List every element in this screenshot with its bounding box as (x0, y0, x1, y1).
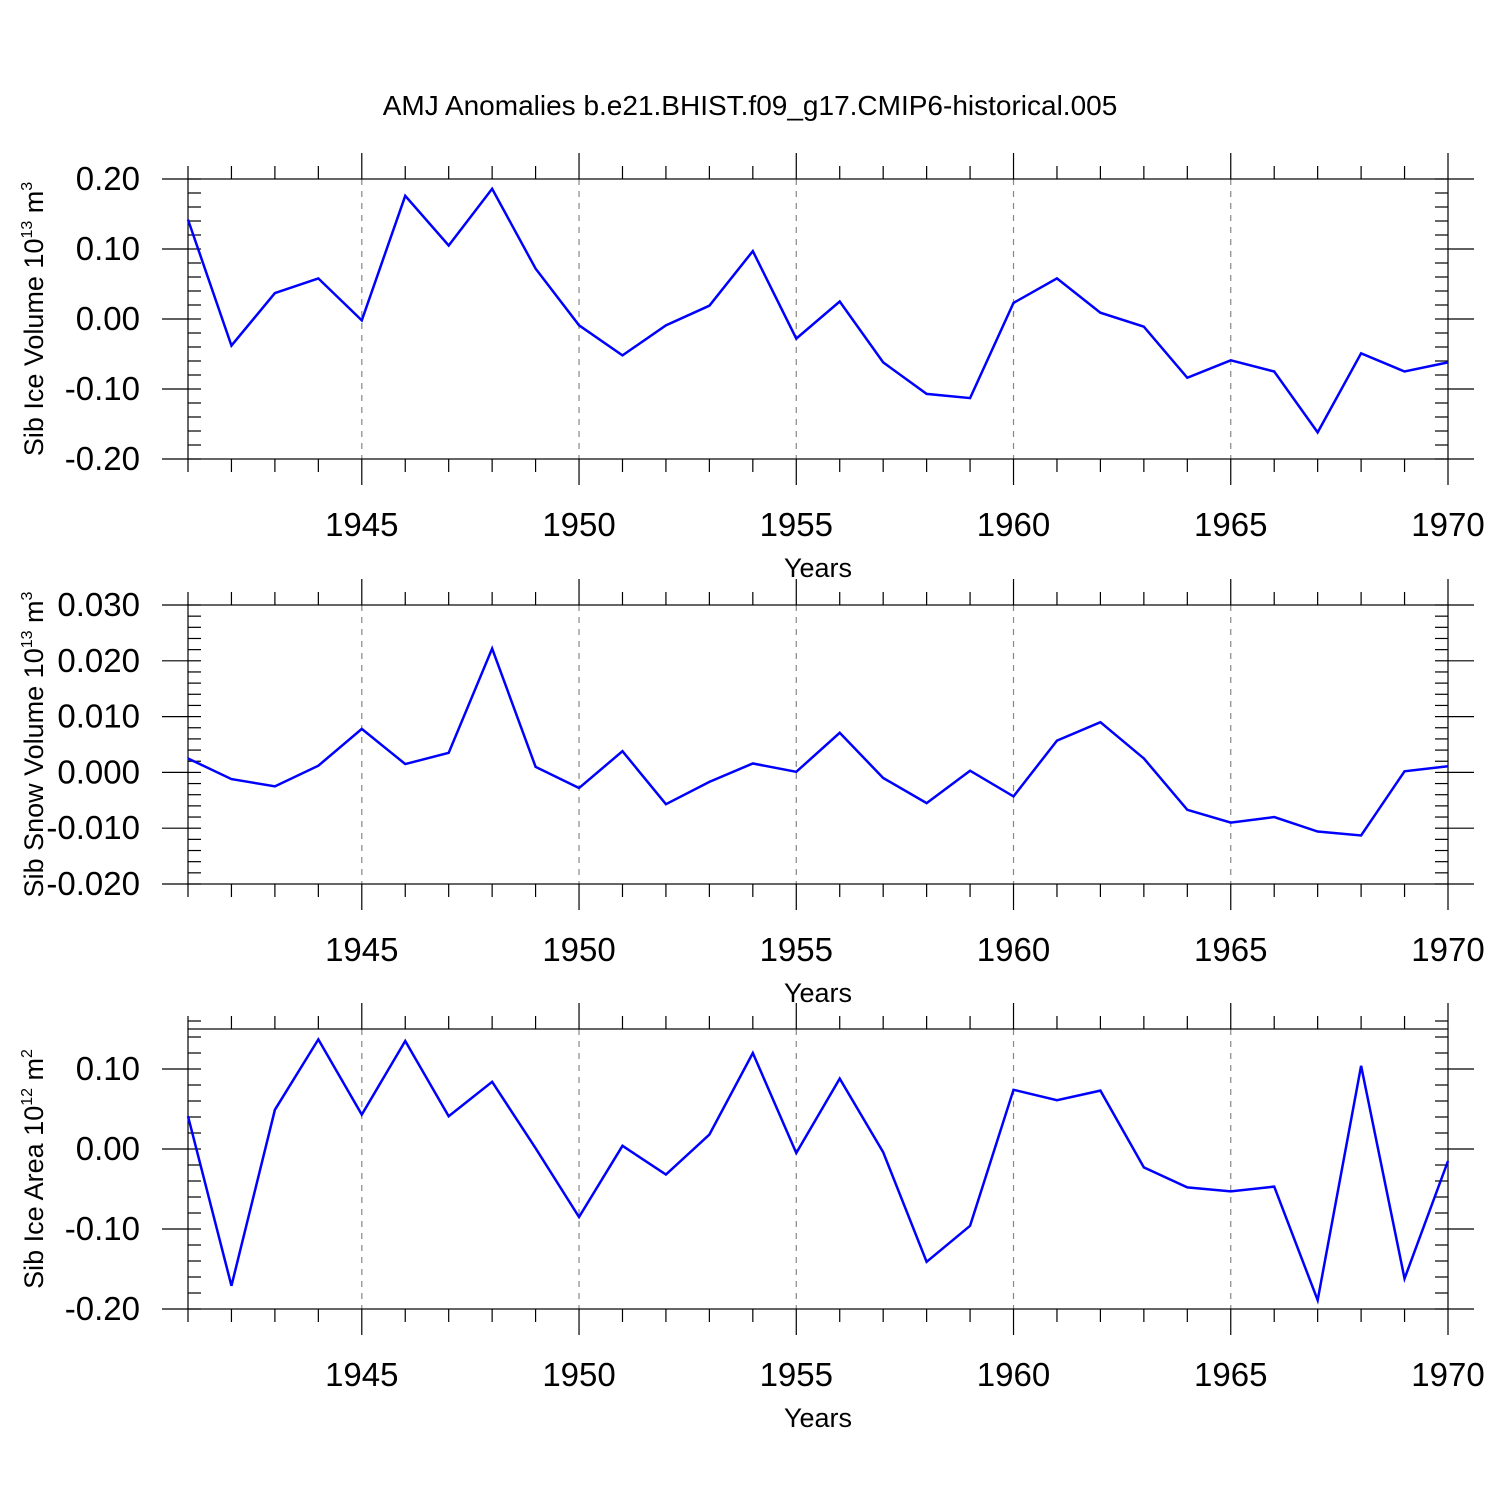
x-tick-label: 1955 (760, 931, 833, 968)
x-tick-label: 1945 (325, 1356, 398, 1393)
x-tick-label: 1960 (977, 506, 1050, 543)
y-tick-label: 0.030 (57, 586, 140, 623)
y-axis-title: Sib Ice Area 1012 m2 (19, 1049, 49, 1289)
y-tick-label: -0.10 (65, 1210, 140, 1247)
y-tick-label: -0.020 (46, 865, 140, 902)
panel-ice-area: -0.20 -0.10 0.00 0.10 1945 1950 1955 1960 1965 19… (19, 1003, 1485, 1433)
x-tick-label: 1945 (325, 931, 398, 968)
y-tick-label: 0.10 (76, 1050, 140, 1087)
x-tick-label: 1970 (1411, 931, 1484, 968)
series-line-0 (186, 1036, 1450, 1305)
panel-ice-volume: -0.20 -0.10 0.00 0.10 0.20 1945 1950 1955 1960 19… (19, 153, 1485, 583)
x-tick-label: 1965 (1194, 1356, 1267, 1393)
x-tick-label: 1950 (542, 506, 615, 543)
figure-title: AMJ Anomalies b.e21.BHIST.f09_g17.CMIP6-… (383, 90, 1118, 121)
y-tick-label: 0.000 (57, 753, 140, 790)
x-tick-label: 1950 (542, 1356, 615, 1393)
x-tick-label: 1950 (542, 931, 615, 968)
series-line-0 (187, 645, 1449, 837)
y-axis-title: Sib Snow Volume 1013 m3 (19, 591, 49, 897)
x-tick-label: 1955 (760, 1356, 833, 1393)
y-tick-label: 0.00 (76, 1130, 140, 1167)
x-tick-label: 1965 (1194, 506, 1267, 543)
panel-snow-volume: -0.020 -0.010 0.000 0.010 0.020 0.030 1945 1950… (19, 579, 1485, 1008)
x-tick-label: 1960 (977, 1356, 1050, 1393)
y-tick-label: -0.10 (65, 370, 140, 407)
y-tick-label: -0.20 (65, 1290, 140, 1327)
x-axis-title: Years (784, 978, 852, 1008)
y-tick-label: 0.10 (76, 230, 140, 267)
series-line-0 (186, 186, 1449, 435)
y-axis-title: Sib Ice Volume 1013 m3 (19, 182, 49, 456)
x-axis-title: Years (784, 553, 852, 583)
x-tick-label: 1960 (977, 931, 1050, 968)
x-axis-title: Years (784, 1403, 852, 1433)
x-tick-label: 1965 (1194, 931, 1267, 968)
y-tick-label: 0.20 (76, 160, 140, 197)
x-tick-label: 1970 (1411, 1356, 1484, 1393)
y-tick-label: 0.010 (57, 698, 140, 735)
plot-frame (187, 604, 1449, 885)
y-tick-label: 0.00 (76, 300, 140, 337)
y-tick-label: -0.010 (46, 809, 140, 846)
x-tick-label: 1945 (325, 506, 398, 543)
y-tick-label: -0.20 (65, 440, 140, 477)
y-tick-label: 0.020 (57, 642, 140, 679)
x-tick-label: 1970 (1411, 506, 1484, 543)
x-tick-label: 1955 (760, 506, 833, 543)
plot-frame (187, 1028, 1449, 1310)
